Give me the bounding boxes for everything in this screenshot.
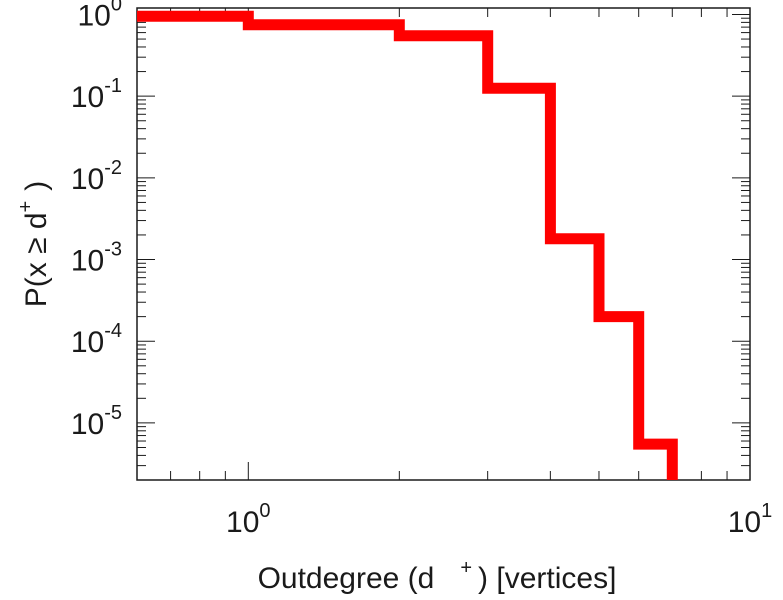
y-axis-label-sup: + — [15, 201, 37, 213]
y-tick-label: 10-3 — [71, 239, 122, 278]
x-tick-label-exp: 0 — [259, 500, 270, 522]
y-tick-label-base: 10 — [71, 408, 104, 441]
x-tick-label-base: 10 — [226, 506, 259, 539]
y-tick-label-base: 10 — [71, 163, 104, 196]
y-tick-label: 10-4 — [71, 320, 122, 359]
minor-ticks — [136, 8, 750, 480]
major-ticks — [137, 8, 751, 480]
y-axis-label-main: P(x ≥ d — [20, 212, 53, 307]
x-axis-label-sup: + — [460, 557, 472, 579]
y-tick-label-exp: -2 — [104, 157, 122, 179]
y-tick-label: 10-1 — [71, 75, 122, 114]
y-tick-label-exp: -5 — [104, 402, 122, 424]
y-tick-label: 10-2 — [71, 157, 122, 196]
y-tick-label-base: 10 — [78, 0, 111, 32]
x-tick-label-exp: 1 — [761, 500, 772, 522]
y-tick-label-exp: -4 — [104, 320, 122, 342]
y-axis-label: P(x ≥ d+) — [15, 181, 53, 308]
x-tick-label: 100 — [226, 500, 271, 539]
y-axis-label-suffix: ) — [20, 181, 53, 191]
x-axis-label-suffix: ) [vertices] — [478, 562, 616, 595]
y-tick-label: 100 — [78, 0, 123, 32]
x-axis-label: Outdegree (d + ) [vertices] — [258, 557, 617, 595]
plot-frame — [136, 7, 751, 481]
x-axis-label-main: Outdegree (d — [258, 562, 435, 595]
x-tick-label: 101 — [728, 500, 773, 539]
x-tick-label-base: 10 — [728, 506, 761, 539]
series-0-step-line — [137, 10, 678, 480]
y-tick-label: 10-5 — [71, 402, 122, 441]
series-layer — [137, 10, 678, 480]
y-tick-label-exp: -1 — [104, 75, 122, 97]
y-tick-label-base: 10 — [71, 245, 104, 278]
y-tick-label-base: 10 — [71, 81, 104, 114]
y-tick-label-exp: 0 — [111, 0, 122, 15]
y-tick-label-exp: -3 — [104, 239, 122, 261]
y-tick-label-base: 10 — [71, 326, 104, 359]
